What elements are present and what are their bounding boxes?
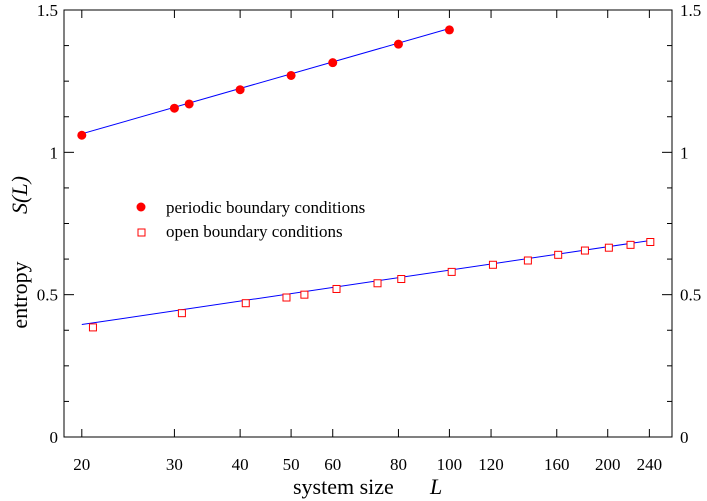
data-markers	[77, 25, 655, 332]
x-tick-label: 20	[73, 455, 90, 474]
point-open	[626, 240, 635, 249]
point-periodic	[393, 39, 403, 49]
point-periodic	[286, 70, 296, 80]
x-tick-label: 40	[232, 455, 249, 474]
point-open	[241, 299, 250, 308]
y-tick-label-left: 1	[50, 143, 59, 162]
point-open	[300, 290, 309, 299]
axis-ticks: 20 30 40 50 60 80 100 120 160 200 240 0 0 0.5 0.5 1 1 1.5…	[37, 1, 702, 474]
y-tick-label-right: 0.5	[680, 286, 701, 305]
y-tick-label-right: 1	[680, 143, 689, 162]
point-periodic	[184, 99, 194, 109]
point-open	[646, 238, 655, 247]
point-open	[332, 284, 341, 293]
point-periodic	[328, 58, 338, 68]
x-axis-variable: L	[429, 474, 442, 499]
y-tick-label-right: 0	[680, 428, 689, 447]
x-tick-label: 200	[595, 455, 621, 474]
y-axis-variable: S(L)	[7, 176, 32, 214]
point-open	[88, 323, 97, 332]
y-tick-label-left: 0	[50, 428, 59, 447]
legend: periodic boundary conditions open bounda…	[136, 198, 365, 241]
x-tick-label: 80	[390, 455, 407, 474]
y-tick-label-left: 1.5	[37, 1, 58, 20]
fit-line-open	[81, 240, 650, 326]
fit-lines	[81, 28, 650, 326]
point-open	[447, 267, 456, 276]
x-tick-label: 120	[478, 455, 504, 474]
legend-label-open: open boundary conditions	[166, 222, 343, 241]
legend-label-periodic: periodic boundary conditions	[166, 198, 365, 217]
point-periodic	[169, 103, 179, 113]
x-tick-label: 240	[637, 455, 663, 474]
x-tick-label: 30	[166, 455, 183, 474]
plot-frame	[63, 9, 673, 438]
point-periodic	[235, 85, 245, 95]
legend-marker-open	[137, 228, 146, 237]
point-open	[373, 279, 382, 288]
x-tick-label: 60	[324, 455, 341, 474]
point-open	[554, 250, 563, 259]
point-periodic	[444, 25, 454, 35]
y-tick-label-right: 1.5	[680, 1, 701, 20]
y-axis-label-group: entropy S(L)	[7, 176, 32, 329]
point-open	[523, 256, 532, 265]
point-open	[580, 246, 589, 255]
legend-marker-periodic	[136, 202, 146, 212]
point-open	[397, 275, 406, 284]
point-open	[177, 309, 186, 318]
y-axis-label: entropy	[7, 261, 32, 328]
point-open	[604, 243, 613, 252]
y-tick-label-left: 0.5	[37, 286, 58, 305]
x-tick-label: 100	[437, 455, 463, 474]
point-periodic	[77, 130, 87, 140]
point-open	[488, 260, 497, 269]
x-tick-label: 50	[283, 455, 300, 474]
point-open	[282, 293, 291, 302]
fit-line-periodic	[81, 28, 450, 135]
x-axis-label: system size	[293, 474, 394, 499]
x-tick-label: 160	[544, 455, 570, 474]
